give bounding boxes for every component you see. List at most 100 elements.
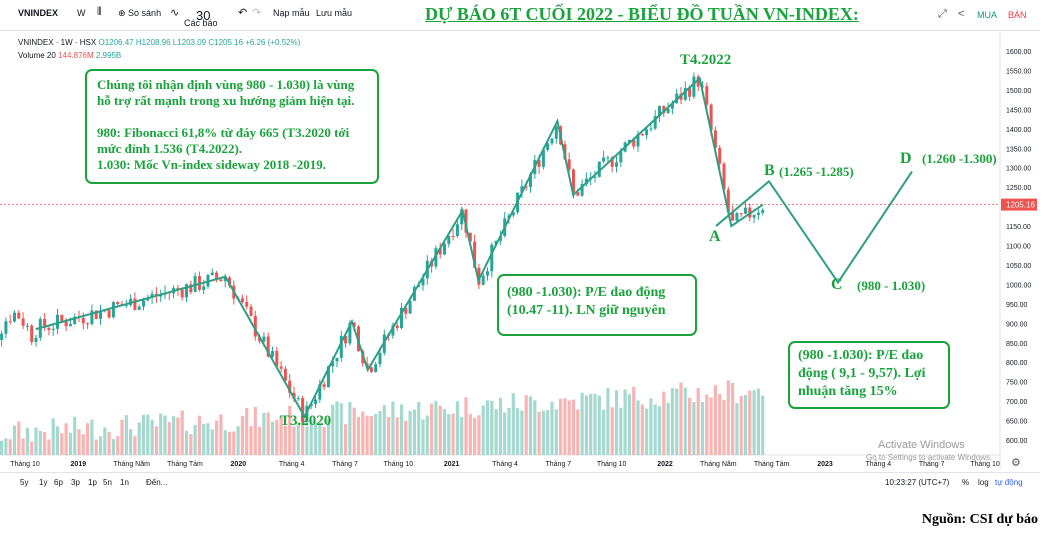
- candle-body: [640, 134, 644, 136]
- volume-bar: [223, 430, 227, 455]
- clock: 10:23:27 (UTC+7): [885, 478, 950, 487]
- volume-bar: [455, 401, 460, 455]
- compare-button[interactable]: ⊕ So sánh: [118, 8, 162, 18]
- price-chart[interactable]: 1600.00 1550.00 1500.00 1450.00 1400.00 1350.…: [0, 0, 1040, 470]
- candle-body: [645, 129, 649, 136]
- volume-bar: [296, 422, 300, 455]
- volume-bar: [21, 438, 25, 455]
- range-1m[interactable]: 1p: [88, 478, 97, 487]
- load-template-button[interactable]: Nạp mẫu: [273, 8, 310, 18]
- volume-bar: [636, 400, 640, 455]
- volume-bar: [670, 388, 675, 455]
- candle-body: [541, 149, 545, 167]
- candle-body: [4, 321, 8, 334]
- volume-bar: [533, 400, 537, 455]
- candle-body: [30, 325, 34, 343]
- indicators-button[interactable]: Các báo: [184, 18, 218, 28]
- indicators-badge: 30: [196, 8, 211, 23]
- time-tick-label: Tháng 7: [332, 461, 358, 468]
- goto-date-button[interactable]: Đến...: [146, 478, 168, 487]
- low-2020-label: T3.2020: [280, 413, 332, 429]
- volume-bar: [60, 433, 64, 455]
- time-tick-label: 2021: [444, 461, 460, 468]
- price-tick-label: 1000.00: [1006, 282, 1031, 289]
- percent-toggle[interactable]: %: [962, 478, 970, 487]
- price-tick-label: 700.00: [1006, 399, 1028, 406]
- sell-button[interactable]: BÁN: [1008, 10, 1027, 20]
- volume-bar: [498, 397, 503, 455]
- volume-bar: [266, 412, 270, 455]
- volume-bar: [103, 427, 107, 455]
- watermark-line2: Go to Settings to activate Windows.: [866, 453, 993, 462]
- bar-style-icon[interactable]: ⫴: [97, 6, 102, 18]
- interval-selector[interactable]: W: [77, 8, 86, 18]
- volume-bar: [339, 403, 343, 455]
- volume-bar: [116, 436, 120, 455]
- volume-bar: [546, 410, 550, 455]
- fullscreen-icon[interactable]: ⤢: [938, 8, 947, 20]
- auto-scale-toggle[interactable]: tự động: [995, 478, 1023, 487]
- volume-bar: [576, 409, 580, 455]
- range-5d[interactable]: 5n: [103, 478, 112, 487]
- volume-bar: [589, 393, 593, 455]
- save-template-button[interactable]: Lưu mẫu: [316, 8, 353, 18]
- candle-body: [438, 248, 442, 255]
- candle-body: [761, 209, 765, 213]
- volume-bar: [597, 395, 601, 455]
- volume-bar: [38, 430, 42, 455]
- candle-body: [572, 169, 576, 193]
- candle-body: [116, 301, 120, 305]
- volume-bar: [662, 391, 666, 455]
- volume-bar: [331, 404, 335, 455]
- volume-bar: [154, 426, 159, 455]
- page-title: DỰ BÁO 6T CUỐI 2022 - BIỂU ĐỒ TUẦN VN-IN…: [425, 4, 859, 24]
- price-tick-label: 1050.00: [1006, 263, 1031, 270]
- candle-body: [185, 284, 189, 298]
- time-tick-label: Tháng 4: [492, 461, 518, 468]
- redo-icon[interactable]: ↷: [252, 7, 262, 19]
- candle-body: [283, 368, 287, 381]
- range-6m[interactable]: 6p: [54, 478, 63, 487]
- volume-bar: [180, 410, 184, 455]
- volume-bar: [34, 427, 38, 455]
- volume-bar: [240, 416, 245, 455]
- volume-bar: [537, 411, 541, 455]
- volume-bar: [73, 416, 77, 455]
- indicators-icon[interactable]: ∿: [170, 7, 180, 19]
- time-tick-label: Tháng Tám: [167, 461, 203, 468]
- volume-bar: [25, 427, 30, 455]
- volume-bar: [623, 389, 627, 455]
- candle-body: [331, 361, 335, 367]
- candle-body: [455, 224, 459, 237]
- range-1d[interactable]: 1n: [120, 478, 129, 487]
- price-tick-label: 800.00: [1006, 360, 1028, 367]
- time-tick-label: Tháng 7: [545, 461, 571, 468]
- candle-body: [344, 335, 348, 344]
- buy-button[interactable]: MUA: [977, 10, 997, 20]
- range-3m[interactable]: 3p: [71, 478, 80, 487]
- log-toggle[interactable]: log: [978, 478, 989, 487]
- top-toolbar: VNINDEX W ⫴ ⊕ So sánh ∿ 30 Các báo ↶ ↷ N…: [0, 0, 1040, 31]
- volume-bar: [614, 390, 619, 455]
- volume-bar: [743, 395, 748, 455]
- volume-bar: [404, 420, 408, 455]
- range-1y[interactable]: 1y: [39, 478, 48, 487]
- candle-body: [451, 235, 455, 237]
- volume-bar: [451, 413, 455, 455]
- historical-wave-line: [35, 76, 764, 419]
- symbol-search[interactable]: VNINDEX: [18, 8, 59, 18]
- candle-body: [13, 312, 17, 322]
- share-icon[interactable]: <: [958, 8, 965, 20]
- volume-bar: [619, 407, 623, 455]
- volume-bar: [51, 418, 55, 455]
- candle-body: [8, 321, 12, 323]
- candle-body: [468, 232, 472, 242]
- undo-icon[interactable]: ↶: [238, 7, 248, 19]
- volume-bar: [245, 407, 249, 455]
- time-zone-gear-icon[interactable]: ⚙: [1011, 457, 1021, 469]
- volume-bar: [0, 440, 4, 455]
- volume-bar: [395, 417, 399, 455]
- volume-bar: [485, 400, 490, 455]
- volume-bar: [438, 405, 442, 455]
- range-5y[interactable]: 5y: [20, 478, 29, 487]
